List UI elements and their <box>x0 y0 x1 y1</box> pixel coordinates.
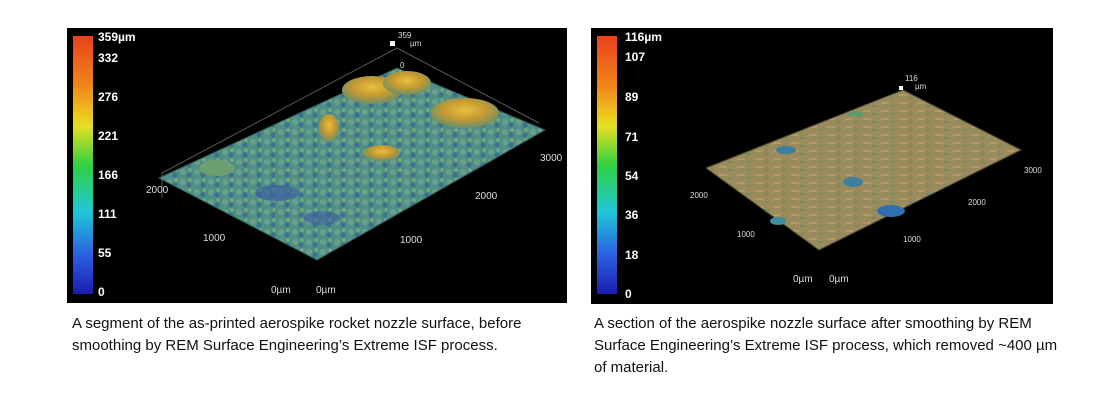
y-axis-label: 1000 <box>203 233 226 244</box>
colorbar-tick: 36 <box>625 208 639 222</box>
caption-after: A section of the aerospike nozzle surfac… <box>594 315 1058 376</box>
smooth-surface-render <box>704 86 1023 251</box>
x-axis-label: 3000 <box>540 153 563 164</box>
marker-unit: µm <box>915 82 927 91</box>
x-axis-label: 2000 <box>968 198 986 207</box>
x-axis-label: 2000 <box>475 191 498 202</box>
y-axis-label: 0µm <box>271 285 291 296</box>
x-axis-label: 0µm <box>829 274 849 285</box>
x-axis-label: 3000 <box>1024 166 1042 175</box>
colorbar-tick: 0 <box>98 285 105 299</box>
height-colorbar <box>597 36 617 294</box>
x-axis-label: 1000 <box>400 235 423 246</box>
height-colorbar <box>73 36 93 294</box>
marker-value: 359 <box>398 31 412 40</box>
y-axis-label: 2000 <box>690 191 708 200</box>
colorbar-tick: 107 <box>625 50 646 64</box>
colorbar-tick: 276 <box>98 90 119 104</box>
colorbar-tick: 116µm <box>625 30 662 44</box>
colorbar-tick: 54 <box>625 169 639 183</box>
colorbar-tick: 0 <box>625 287 632 301</box>
colorbar-tick: 111 <box>98 207 117 221</box>
colorbar-tick: 71 <box>625 130 639 144</box>
colorbar-tick: 359µm <box>98 30 136 44</box>
y-axis-label: 2000 <box>146 185 169 196</box>
rough-surface-render <box>157 41 547 261</box>
caption-before: A segment of the as-printed aerospike ro… <box>72 315 522 354</box>
colorbar-tick: 221 <box>98 129 119 143</box>
colorbar-tick: 332 <box>98 51 119 65</box>
profilometry-image-before: 359µm 332 276 221 166 111 55 0 359 µm 0 … <box>67 28 567 303</box>
x-axis-label: 1000 <box>903 235 921 244</box>
x-axis-label: 0µm <box>316 285 336 296</box>
marker-value: 116 <box>905 74 918 83</box>
marker-zero: 0 <box>400 61 405 70</box>
marker-unit: µm <box>410 39 422 48</box>
colorbar-tick: 89 <box>625 90 639 104</box>
y-axis-label: 0µm <box>793 274 813 285</box>
profilometry-image-after: 116µm 107 89 71 54 36 18 0 116 µm 3000 2… <box>591 28 1053 304</box>
y-axis-label: 1000 <box>737 230 755 239</box>
colorbar-tick: 18 <box>625 248 639 262</box>
colorbar-tick: 166 <box>98 168 119 182</box>
colorbar-tick: 55 <box>98 246 112 260</box>
